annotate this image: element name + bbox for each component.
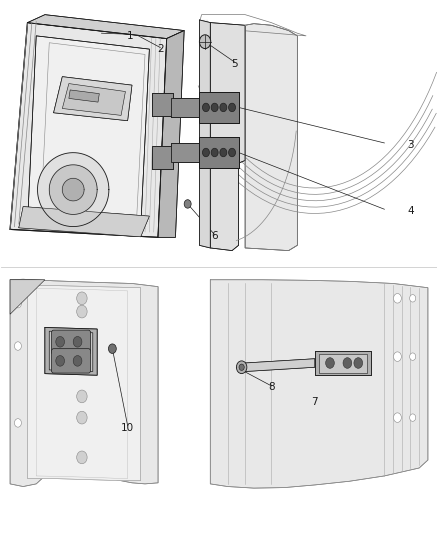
Polygon shape: [62, 179, 84, 201]
Circle shape: [77, 451, 87, 464]
Text: 10: 10: [121, 423, 134, 433]
Circle shape: [410, 353, 416, 360]
Circle shape: [184, 200, 191, 208]
Polygon shape: [10, 280, 45, 314]
Polygon shape: [53, 77, 132, 120]
Polygon shape: [28, 285, 141, 481]
Text: 8: 8: [268, 382, 275, 392]
Polygon shape: [171, 98, 199, 117]
Polygon shape: [10, 279, 158, 487]
Polygon shape: [28, 36, 149, 229]
Circle shape: [220, 103, 227, 112]
Circle shape: [343, 358, 352, 368]
Polygon shape: [62, 84, 125, 115]
Circle shape: [237, 361, 247, 374]
Circle shape: [77, 305, 87, 318]
Circle shape: [77, 411, 87, 424]
Polygon shape: [49, 165, 97, 214]
Polygon shape: [199, 20, 210, 248]
Polygon shape: [158, 30, 184, 237]
Circle shape: [14, 342, 21, 350]
Circle shape: [229, 103, 236, 112]
Circle shape: [393, 413, 401, 422]
Circle shape: [354, 358, 363, 368]
Polygon shape: [245, 23, 297, 251]
Polygon shape: [210, 280, 428, 488]
Polygon shape: [199, 136, 239, 168]
Polygon shape: [315, 351, 371, 375]
Polygon shape: [171, 143, 199, 162]
Text: 4: 4: [407, 206, 414, 216]
Circle shape: [393, 294, 401, 303]
Circle shape: [202, 103, 209, 112]
FancyBboxPatch shape: [51, 330, 91, 354]
Polygon shape: [49, 331, 93, 372]
Circle shape: [77, 292, 87, 305]
Text: 9: 9: [338, 353, 344, 362]
Text: 1: 1: [127, 31, 133, 41]
Circle shape: [199, 35, 211, 49]
Circle shape: [393, 352, 401, 361]
Circle shape: [56, 356, 64, 366]
Circle shape: [239, 364, 244, 370]
Text: 6: 6: [212, 231, 218, 241]
Polygon shape: [69, 90, 99, 102]
Polygon shape: [210, 22, 245, 251]
Text: 7: 7: [311, 397, 318, 407]
Polygon shape: [152, 146, 173, 169]
Circle shape: [211, 103, 218, 112]
Circle shape: [56, 336, 64, 347]
Text: 5: 5: [231, 59, 237, 69]
Circle shape: [229, 148, 236, 157]
Polygon shape: [152, 93, 173, 116]
Circle shape: [14, 419, 21, 427]
FancyBboxPatch shape: [51, 349, 91, 373]
Circle shape: [211, 148, 218, 157]
Circle shape: [410, 414, 416, 421]
Circle shape: [220, 148, 227, 157]
Circle shape: [14, 300, 21, 308]
Polygon shape: [28, 14, 184, 38]
Polygon shape: [319, 354, 367, 373]
Text: 3: 3: [407, 140, 414, 150]
Polygon shape: [38, 152, 109, 227]
Polygon shape: [10, 22, 167, 237]
Polygon shape: [245, 359, 315, 372]
Circle shape: [73, 356, 82, 366]
Text: 2: 2: [157, 44, 163, 54]
Circle shape: [109, 344, 116, 353]
Circle shape: [202, 148, 209, 157]
Circle shape: [410, 295, 416, 302]
Polygon shape: [19, 207, 149, 237]
Polygon shape: [199, 92, 239, 123]
Circle shape: [73, 336, 82, 347]
Circle shape: [77, 390, 87, 403]
Polygon shape: [45, 327, 97, 375]
Circle shape: [325, 358, 334, 368]
